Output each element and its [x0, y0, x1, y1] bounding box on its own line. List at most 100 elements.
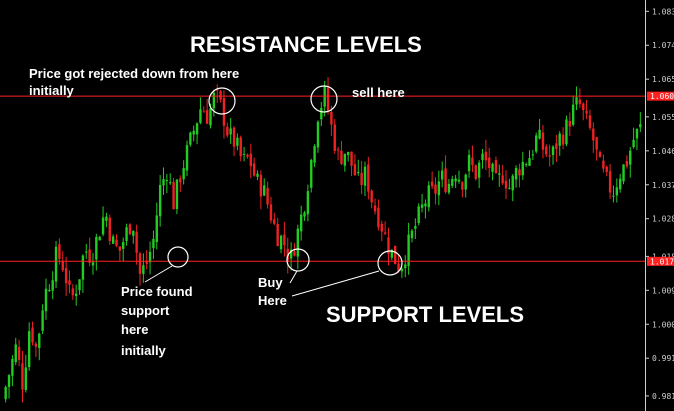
candle-bear [219, 91, 222, 100]
candle-bear [555, 143, 558, 150]
candle-bull [4, 386, 7, 400]
candle-bull [299, 214, 303, 232]
candle-bear [605, 166, 608, 172]
candle-bull [639, 124, 642, 128]
candle-bull [95, 236, 98, 260]
candle-bear [61, 260, 64, 271]
support-circle-2 [286, 248, 310, 272]
candle-bull [629, 150, 632, 165]
candle-bull [7, 375, 11, 387]
candle-bull [158, 184, 162, 217]
candle-bear [608, 171, 612, 193]
candle-bear [58, 244, 61, 259]
candle-bull [538, 129, 541, 139]
support-title: SUPPORT LEVELS [326, 302, 524, 327]
candle-bear [326, 87, 330, 112]
candle-bear [592, 128, 595, 141]
candle-bull [306, 191, 310, 215]
candle-bull [407, 234, 410, 266]
candle-bull [162, 179, 165, 186]
candle-bull [111, 236, 115, 244]
candle-bear [387, 237, 390, 254]
candle-bull [122, 242, 125, 249]
buy-note-line1: Buy [258, 275, 283, 290]
candle-bull [256, 173, 259, 177]
rejection-circle-1 [208, 87, 236, 115]
candle-bull [410, 230, 414, 239]
candle-bull [622, 164, 625, 182]
rejected-note-line2: initially [29, 83, 75, 98]
candle-bull [615, 187, 619, 196]
support-circle-3 [377, 250, 403, 276]
support-note-line1: Price found [121, 284, 193, 299]
candle-bear [548, 155, 551, 157]
candle-bull [74, 293, 78, 296]
candle-bear [578, 99, 582, 104]
candle-bear [471, 157, 474, 166]
candle-bear [360, 172, 363, 186]
candle-bull [209, 108, 212, 126]
candle-bear [501, 175, 504, 184]
candle-bull [44, 288, 48, 312]
candle-bear [226, 126, 229, 136]
candle-bull [101, 217, 105, 235]
candle-bull [303, 212, 306, 217]
candle-bull [343, 153, 347, 166]
price-tick-label: 1.000 [652, 320, 674, 329]
price-tick-label: 1.055 [652, 113, 674, 122]
candle-bear [108, 217, 111, 242]
candle-bull [320, 107, 323, 120]
candle-bear [21, 363, 24, 390]
candle-bull [175, 179, 179, 210]
candle-bear [88, 249, 91, 263]
buy-pointer-line-1 [289, 270, 298, 284]
candle-bear [179, 178, 182, 183]
candle-bear [545, 146, 548, 155]
candle-bear [568, 120, 572, 127]
candle-bull [417, 206, 420, 224]
candle-bull [310, 159, 313, 188]
candle-bear [561, 134, 565, 145]
candle-bull [78, 279, 81, 291]
candle-bull [105, 216, 108, 221]
candle-bear [370, 190, 373, 203]
candle-bull [575, 97, 578, 105]
candle-bull [279, 235, 283, 250]
candle-bear [205, 110, 209, 124]
candle-bull [313, 146, 316, 163]
candle-bull [132, 230, 135, 236]
candle-bear [350, 151, 353, 166]
candle-bull [390, 249, 394, 258]
candle-bear [17, 347, 21, 360]
candle-bull [212, 92, 216, 109]
candle-bull [491, 163, 494, 172]
candle-bull [498, 173, 501, 175]
candle-bear [444, 168, 447, 193]
candle-bear [488, 157, 491, 169]
candle-bear [266, 188, 269, 205]
candle-bull [263, 185, 266, 196]
candle-bear [333, 124, 336, 151]
candle-bear [330, 111, 333, 125]
candle-bear [383, 232, 387, 234]
buy-note-line2: Here [258, 293, 287, 308]
candle-bear [588, 115, 592, 128]
candle-bull [142, 265, 145, 274]
candle-bull [346, 152, 350, 156]
price-tick-label: 1.065 [652, 75, 674, 84]
candle-bear [430, 181, 434, 187]
candle-bear [135, 231, 138, 253]
candle-bull [451, 179, 454, 186]
candle-bull [447, 183, 451, 193]
candle-bear [138, 253, 142, 274]
candle-bear [434, 184, 437, 194]
candle-bear [380, 223, 383, 232]
candle-bull [437, 181, 441, 196]
candle-bear [128, 224, 132, 235]
support-tag-label: 1.017 [650, 257, 674, 266]
rejected-note-line1: Price got rejected down from here [29, 66, 239, 81]
candle-bear [276, 223, 279, 247]
candle-bear [585, 110, 588, 114]
candle-bull [81, 255, 85, 280]
candle-bull [54, 246, 58, 282]
